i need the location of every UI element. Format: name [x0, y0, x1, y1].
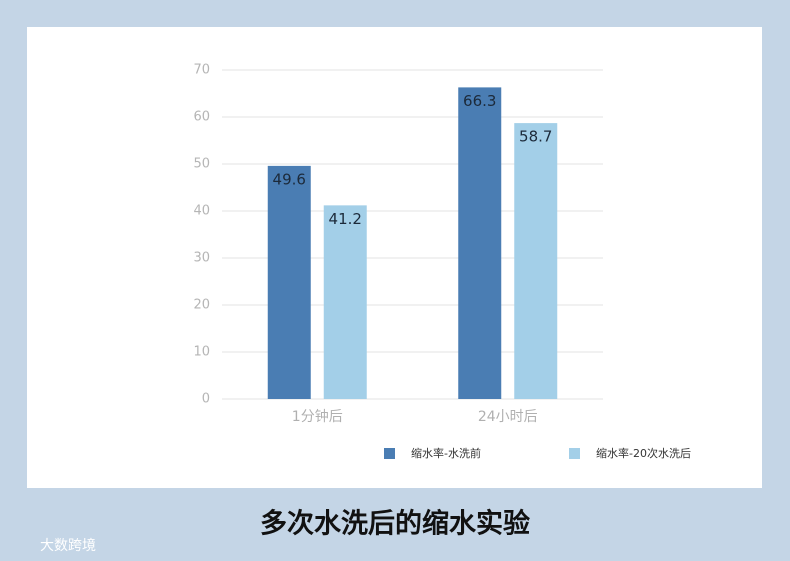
value-label: 66.3: [463, 92, 496, 110]
bar: [267, 165, 311, 399]
x-tick-label: 24小时后: [478, 409, 538, 425]
y-tick-label: 0: [202, 392, 210, 407]
y-tick-label: 20: [193, 298, 210, 313]
value-label: 41.2: [329, 210, 362, 228]
legend-swatch: [384, 448, 395, 459]
legend-swatch: [569, 448, 580, 459]
y-tick-label: 10: [193, 345, 210, 360]
legend-label: 缩水率-水洗前: [411, 446, 481, 460]
x-tick-label: 1分钟后: [292, 408, 343, 425]
bar: [323, 205, 367, 399]
y-tick-label: 50: [193, 157, 210, 172]
value-label: 58.7: [519, 128, 552, 146]
y-tick-label: 60: [193, 110, 210, 125]
y-tick-label: 30: [193, 251, 210, 266]
y-tick-label: 70: [193, 63, 210, 78]
bar: [458, 87, 502, 399]
chart-title: 多次水洗后的缩水实验: [260, 508, 530, 540]
y-tick-label: 40: [193, 204, 210, 219]
watermark: 大数跨境: [40, 538, 96, 554]
legend-label: 缩水率-20次水洗后: [596, 446, 691, 460]
bar: [514, 123, 558, 400]
value-label: 49.6: [273, 170, 306, 188]
